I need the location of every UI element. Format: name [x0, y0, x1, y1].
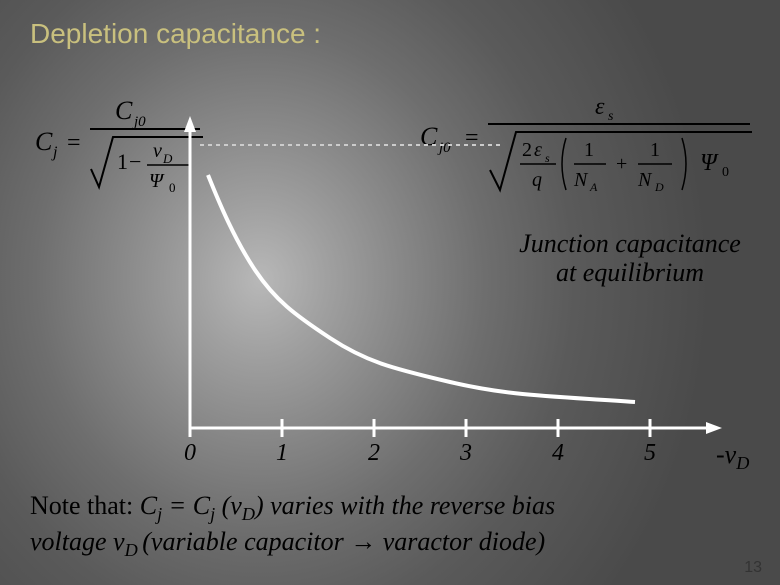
x-axis-label: -vD — [716, 440, 749, 474]
svg-text:0: 0 — [184, 440, 196, 466]
svg-text:2: 2 — [368, 440, 380, 466]
cj-vs-vd-chart: 0 1 2 3 4 5 — [80, 90, 720, 430]
page-number: 13 — [744, 559, 762, 577]
footnote: Note that: Cj = Cj (vD) varies with the … — [30, 490, 750, 562]
svg-text:=: = — [67, 130, 81, 156]
svg-text:4: 4 — [552, 440, 564, 466]
capacitance-curve — [208, 175, 635, 402]
svg-text:1: 1 — [276, 440, 288, 466]
svg-text:3: 3 — [459, 440, 472, 466]
page-title: Depletion capacitance : — [30, 18, 321, 50]
svg-text:j: j — [51, 144, 58, 161]
svg-text:C: C — [35, 127, 53, 156]
svg-text:5: 5 — [644, 440, 656, 466]
x-axis-arrow — [706, 422, 722, 434]
x-ticks: 0 1 2 3 4 5 — [184, 419, 656, 466]
svg-text:0: 0 — [722, 165, 729, 180]
y-axis-arrow — [184, 116, 196, 132]
